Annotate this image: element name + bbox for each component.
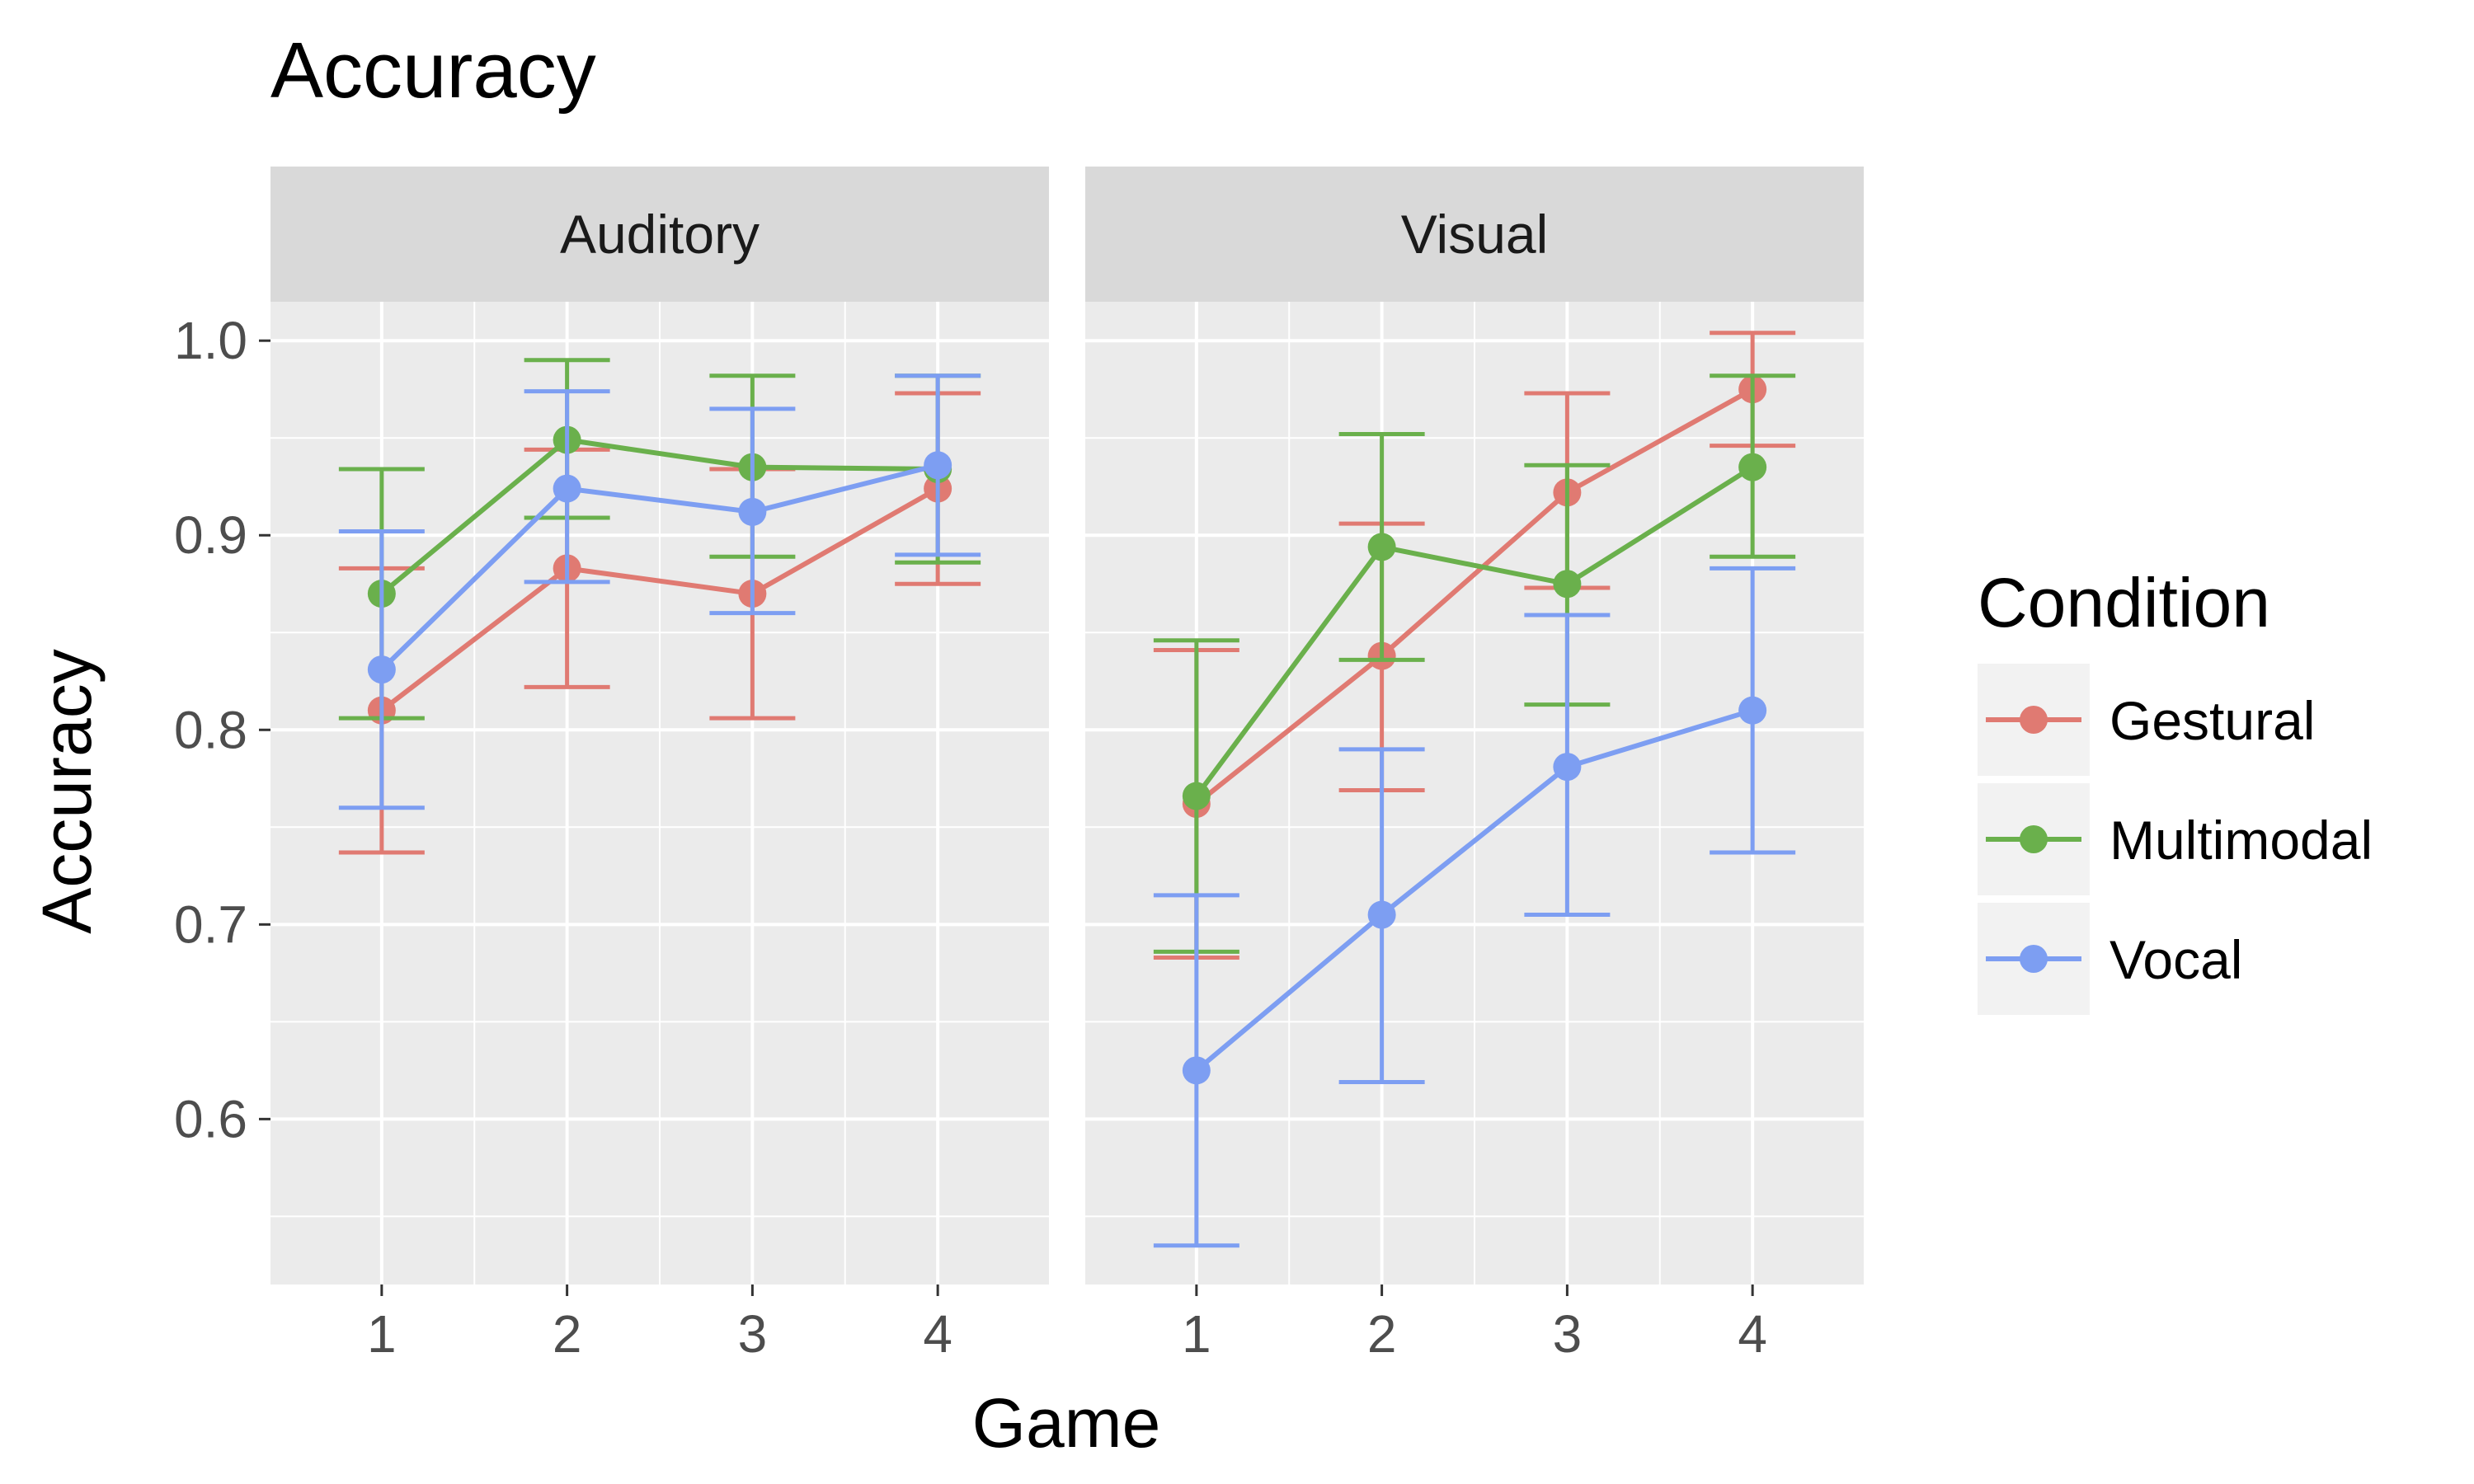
data-point	[924, 451, 952, 480]
data-point	[1182, 1056, 1211, 1085]
y-tick-label: 1.0	[174, 311, 247, 370]
legend-key-point	[2020, 825, 2048, 853]
facet-strip-label: Visual	[1401, 204, 1549, 265]
x-tick-label: 1	[1182, 1304, 1211, 1364]
facet-strip-label: Auditory	[560, 204, 760, 265]
facet-visual: Visual 1 2 3 4	[1085, 167, 1864, 1364]
y-tick-label: 0.7	[174, 895, 247, 954]
data-point	[1738, 453, 1767, 481]
x-tick-label: 3	[738, 1304, 768, 1364]
series-multimodal-visual	[1153, 373, 1796, 954]
legend-item-vocal: Vocal	[1978, 903, 2242, 1015]
legend-label: Vocal	[2109, 929, 2242, 990]
series-vocal-visual	[1153, 566, 1796, 1248]
x-tick-label: 3	[1553, 1304, 1583, 1364]
legend-items: Gestural Multimodal Vocal	[1978, 664, 2373, 1015]
series-line	[1194, 707, 1754, 1073]
data-point	[1738, 696, 1767, 725]
data-point	[1367, 533, 1396, 561]
legend-item-multimodal: Multimodal	[1978, 783, 2373, 895]
legend: Condition Gestural Multimodal Vocal	[1978, 564, 2373, 1015]
x-tick-label: 4	[1738, 1304, 1767, 1364]
legend-item-gestural: Gestural	[1978, 664, 2315, 776]
series-line	[380, 486, 939, 713]
series-line	[379, 437, 938, 596]
data-point	[367, 655, 396, 684]
facet-auditory: Auditory 1 2 3 4	[270, 167, 1049, 1364]
legend-title: Condition	[1978, 564, 2270, 641]
data-point	[1553, 570, 1582, 599]
x-tick-label: 2	[1367, 1304, 1397, 1364]
y-axis-title: Accuracy	[28, 649, 106, 933]
data-point	[1367, 900, 1396, 929]
legend-label: Multimodal	[2109, 810, 2373, 871]
facet-strip-visual	[1085, 167, 1864, 302]
data-point	[1182, 782, 1211, 810]
legend-label: Gestural	[2109, 690, 2315, 751]
chart-title: Accuracy	[270, 26, 596, 115]
series-line	[1194, 387, 1754, 806]
series-line	[379, 463, 938, 672]
y-axis: 0.6 0.7 0.8 0.9 1.0	[174, 311, 270, 1148]
y-tick-label: 0.6	[174, 1089, 247, 1148]
data-point	[738, 497, 767, 526]
legend-key-point	[2020, 706, 2048, 734]
data-point	[553, 474, 581, 503]
y-tick-label: 0.9	[174, 505, 247, 565]
y-tick-label: 0.8	[174, 700, 247, 759]
series-vocal-auditory	[338, 373, 981, 810]
series-line	[1194, 465, 1754, 798]
x-tick-label: 4	[923, 1304, 952, 1364]
legend-key-point	[2020, 945, 2048, 973]
x-tick-label: 1	[367, 1304, 397, 1364]
x-tick-label: 2	[553, 1304, 582, 1364]
x-axis-title: Game	[972, 1384, 1161, 1462]
facet-panels: Auditory 1 2 3 4 Visual 1 2 3 4 0.6 0.7 0.8 0.9 1.0	[174, 167, 1864, 1364]
facet-strip-auditory	[270, 167, 1049, 302]
data-point	[1553, 753, 1582, 782]
